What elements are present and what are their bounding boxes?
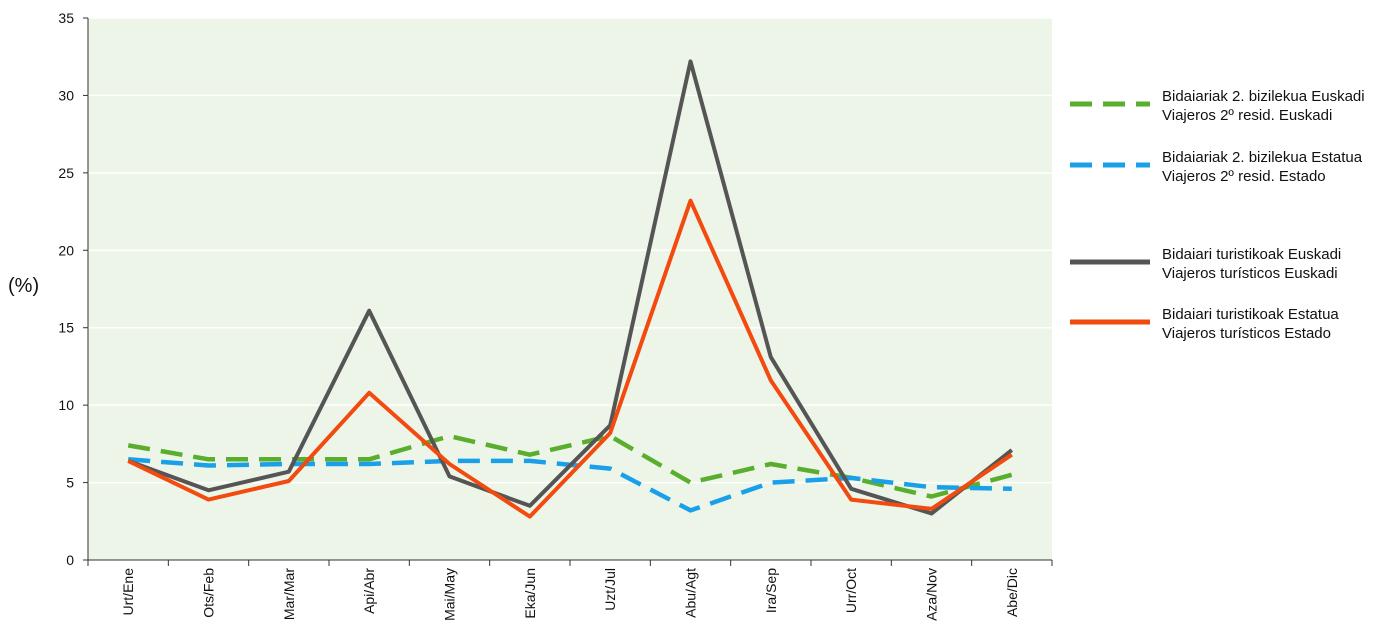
axes — [83, 17, 1053, 566]
y-tick-label: 30 — [58, 87, 74, 103]
y-tick-label: 5 — [66, 475, 74, 491]
plot-area — [88, 18, 1052, 560]
x-tick-label: Eka/Jun — [522, 568, 538, 619]
legend: Bidaiariak 2. bizilekua Euskadi Viajeros … — [1070, 88, 1365, 342]
x-tick-label: Mai/May — [442, 568, 458, 621]
legend-label-secondary: Viajeros 2º resid. Estado — [1162, 168, 1326, 185]
series-line-2 — [127, 59, 1014, 516]
legend-label-secondary: Viajeros 2º resid. Euskadi — [1162, 107, 1332, 124]
y-tick-label: 20 — [58, 242, 74, 258]
x-tick-labels: Urt/Ene Ots/Feb Mar/Mar Api/Abr Mai/May Eka/J… — [120, 568, 1020, 621]
y-tick-labels: 0 5 10 15 20 25 30 35 — [58, 10, 74, 568]
x-tick-label: Abe/Dic — [1004, 568, 1020, 617]
series-lines — [127, 59, 1014, 519]
series-line-0 — [127, 433, 1013, 499]
series-line-3 — [127, 198, 1013, 519]
x-tick-label: Ots/Feb — [201, 568, 217, 618]
x-tick-label: Aza/Nov — [924, 568, 940, 621]
legend-label: Bidaiariak 2. bizilekua Estatua — [1162, 149, 1363, 166]
x-tick-label: Urr/Oct — [843, 568, 859, 613]
y-tick-label: 0 — [66, 552, 74, 568]
gridlines — [88, 17, 1052, 484]
x-tick-label: Urt/Ene — [120, 568, 136, 616]
y-tick-label: 10 — [58, 397, 74, 413]
y-axis-label: (%) — [8, 275, 39, 297]
legend-label: Bidaiariak 2. bizilekua Euskadi — [1162, 88, 1365, 105]
x-tick-label: Uzt/Jul — [602, 568, 618, 611]
legend-label-secondary: Viajeros turísticos Euskadi — [1162, 265, 1338, 282]
y-tick-label: 35 — [58, 10, 74, 26]
x-tick-label: Abu/Agt — [683, 568, 699, 618]
y-tick-label: 25 — [58, 165, 74, 181]
legend-label-secondary: Viajeros turísticos Estado — [1162, 325, 1331, 342]
x-tick-label: Api/Abr — [361, 568, 377, 614]
legend-label: Bidaiari turistikoak Estatua — [1162, 306, 1339, 323]
x-tick-label: Ira/Sep — [763, 568, 779, 613]
y-tick-label: 15 — [58, 320, 74, 336]
legend-label: Bidaiari turistikoak Euskadi — [1162, 246, 1341, 263]
x-tick-label: Mar/Mar — [281, 568, 297, 620]
